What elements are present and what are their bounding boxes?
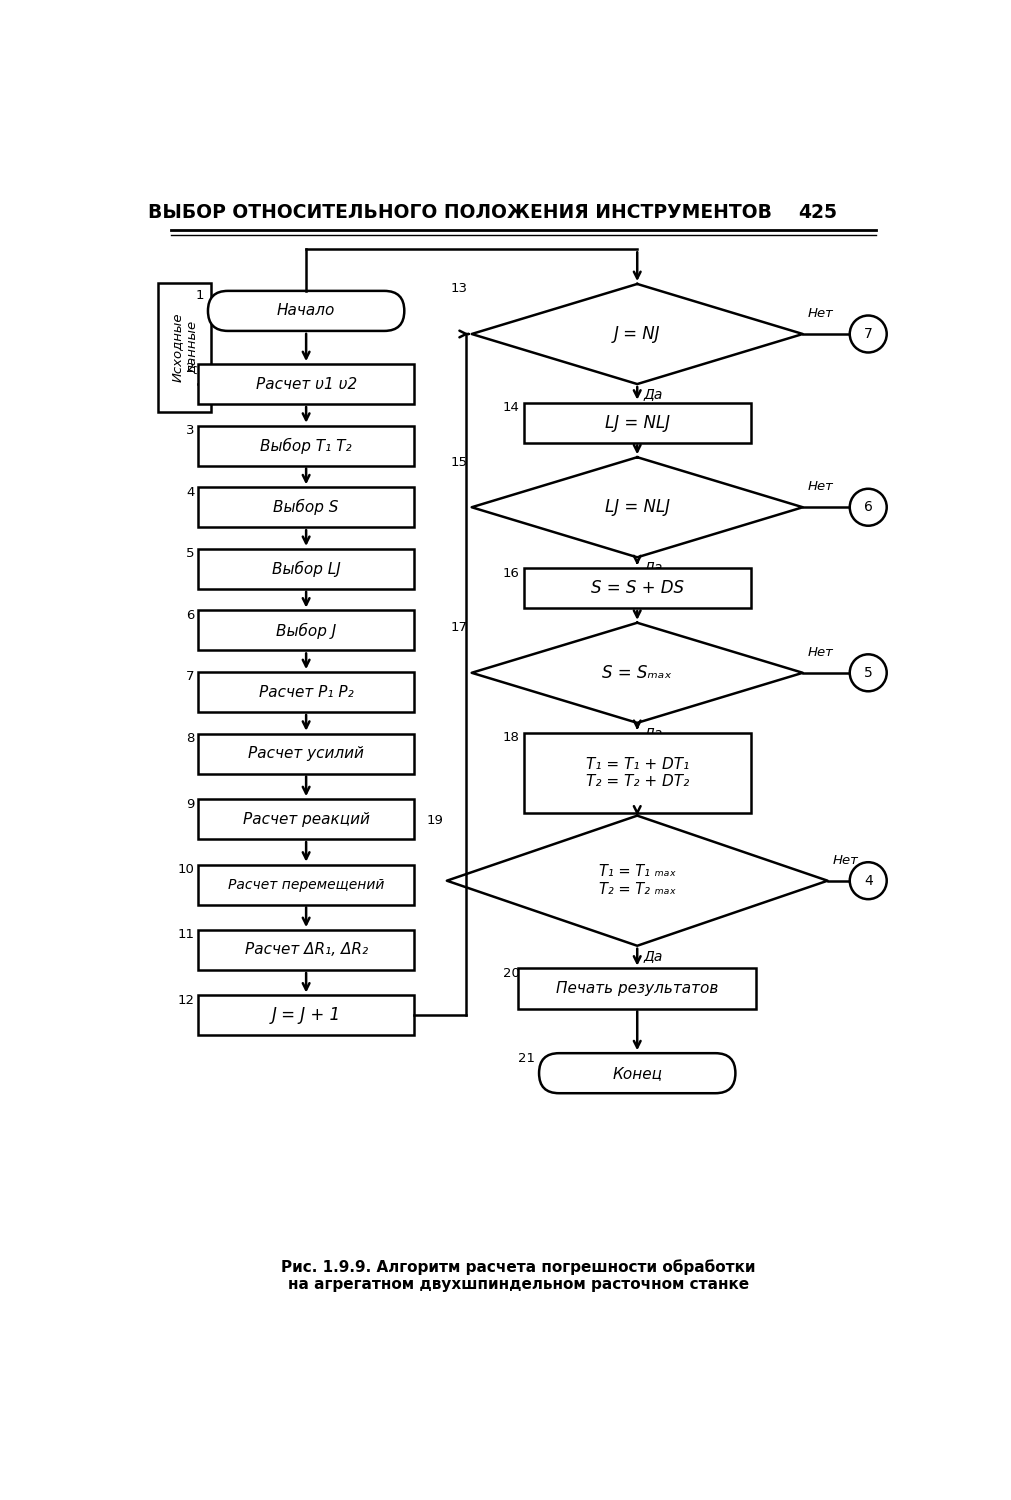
Text: Да: Да xyxy=(643,948,662,963)
FancyBboxPatch shape xyxy=(523,568,750,608)
Text: Выбор T₁ T₂: Выбор T₁ T₂ xyxy=(260,438,352,453)
Circle shape xyxy=(849,315,886,352)
Text: 20: 20 xyxy=(502,968,520,980)
Polygon shape xyxy=(447,816,827,946)
Text: 4: 4 xyxy=(863,873,871,888)
Text: Расчет P₁ P₂: Расчет P₁ P₂ xyxy=(259,684,353,699)
Text: Расчет реакций: Расчет реакций xyxy=(243,812,369,826)
Polygon shape xyxy=(471,458,802,558)
Text: Да: Да xyxy=(643,560,662,574)
Text: 1: 1 xyxy=(195,290,204,303)
Text: 7: 7 xyxy=(186,670,194,684)
Text: Да: Да xyxy=(643,387,662,400)
Text: 425: 425 xyxy=(798,202,837,222)
Text: Да: Да xyxy=(643,726,662,740)
Text: Расчет усилий: Расчет усилий xyxy=(248,746,364,760)
Text: Начало: Начало xyxy=(277,303,335,318)
Text: ВЫБОР ОТНОСИТЕЛЬНОГО ПОЛОЖЕНИЯ ИНСТРУМЕНТОВ: ВЫБОР ОТНОСИТЕЛЬНОГО ПОЛОЖЕНИЯ ИНСТРУМЕН… xyxy=(148,202,771,222)
Text: Выбор J: Выбор J xyxy=(276,622,336,639)
Text: Нет: Нет xyxy=(831,853,857,867)
Text: 16: 16 xyxy=(502,567,520,579)
FancyBboxPatch shape xyxy=(158,284,210,412)
Text: Рис. 1.9.9. Алгоритм расчета погрешности обработки: Рис. 1.9.9. Алгоритм расчета погрешности… xyxy=(281,1260,755,1275)
Text: T₁ = T₁ + DT₁
T₂ = T₂ + DT₂: T₁ = T₁ + DT₁ T₂ = T₂ + DT₂ xyxy=(585,756,688,789)
Text: 13: 13 xyxy=(450,282,467,296)
Text: S = Sₘₐₓ: S = Sₘₐₓ xyxy=(602,664,671,682)
Text: Расчет ΔR₁, ΔR₂: Расчет ΔR₁, ΔR₂ xyxy=(245,942,367,957)
Text: S = S + DS: S = S + DS xyxy=(590,579,683,597)
Text: LJ = NLJ: LJ = NLJ xyxy=(605,498,669,516)
Text: Конец: Конец xyxy=(612,1065,661,1080)
Text: 6: 6 xyxy=(186,609,194,622)
Text: Выбор LJ: Выбор LJ xyxy=(272,561,340,578)
Text: J = J + 1: J = J + 1 xyxy=(271,1007,341,1025)
FancyBboxPatch shape xyxy=(207,291,404,332)
Text: 12: 12 xyxy=(177,994,194,1006)
Text: 3: 3 xyxy=(186,424,194,436)
Text: 18: 18 xyxy=(502,732,520,744)
Text: LJ = NLJ: LJ = NLJ xyxy=(605,414,669,432)
Text: 11: 11 xyxy=(177,928,194,942)
Text: на агрегатном двухшпиндельном расточном станке: на агрегатном двухшпиндельном расточном … xyxy=(288,1278,748,1293)
Text: 2: 2 xyxy=(186,363,194,375)
Text: 5: 5 xyxy=(863,666,871,680)
Text: J = NJ: J = NJ xyxy=(614,326,660,344)
FancyBboxPatch shape xyxy=(198,996,413,1035)
Text: T₁ = T₁ ₘₐₓ
T₂ = T₂ ₘₐₓ: T₁ = T₁ ₘₐₓ T₂ = T₂ ₘₐₓ xyxy=(599,864,675,897)
FancyBboxPatch shape xyxy=(523,734,750,813)
Text: 19: 19 xyxy=(426,815,443,827)
FancyBboxPatch shape xyxy=(539,1053,735,1094)
Text: Печать результатов: Печать результатов xyxy=(555,981,718,996)
Text: 8: 8 xyxy=(186,732,194,746)
FancyBboxPatch shape xyxy=(198,426,413,465)
Circle shape xyxy=(849,489,886,525)
Text: 5: 5 xyxy=(186,548,194,561)
Polygon shape xyxy=(471,622,802,723)
Text: Расчет υ1 υ2: Расчет υ1 υ2 xyxy=(255,376,357,392)
Text: 9: 9 xyxy=(186,798,194,810)
Text: Расчет перемещений: Расчет перемещений xyxy=(227,878,384,891)
Circle shape xyxy=(849,654,886,692)
Text: 4: 4 xyxy=(186,486,194,498)
Text: 10: 10 xyxy=(177,862,194,876)
FancyBboxPatch shape xyxy=(198,864,413,904)
Text: 6: 6 xyxy=(863,501,871,515)
Text: 7: 7 xyxy=(863,327,871,340)
FancyBboxPatch shape xyxy=(198,488,413,528)
FancyBboxPatch shape xyxy=(518,969,756,1008)
Polygon shape xyxy=(471,284,802,384)
Text: Нет: Нет xyxy=(807,308,832,320)
Text: Нет: Нет xyxy=(807,646,832,658)
FancyBboxPatch shape xyxy=(198,364,413,404)
Text: Нет: Нет xyxy=(807,480,832,494)
FancyBboxPatch shape xyxy=(198,734,413,774)
Text: 21: 21 xyxy=(518,1052,535,1065)
FancyBboxPatch shape xyxy=(198,549,413,590)
Text: 17: 17 xyxy=(450,621,467,634)
Text: 15: 15 xyxy=(450,456,467,468)
FancyBboxPatch shape xyxy=(523,402,750,442)
FancyBboxPatch shape xyxy=(198,672,413,712)
Text: Исходные
данные: Исходные данные xyxy=(170,312,198,382)
FancyBboxPatch shape xyxy=(198,800,413,838)
FancyBboxPatch shape xyxy=(198,930,413,970)
FancyBboxPatch shape xyxy=(198,610,413,651)
Text: 14: 14 xyxy=(502,400,520,414)
Circle shape xyxy=(849,862,886,898)
Text: Выбор S: Выбор S xyxy=(273,500,339,516)
